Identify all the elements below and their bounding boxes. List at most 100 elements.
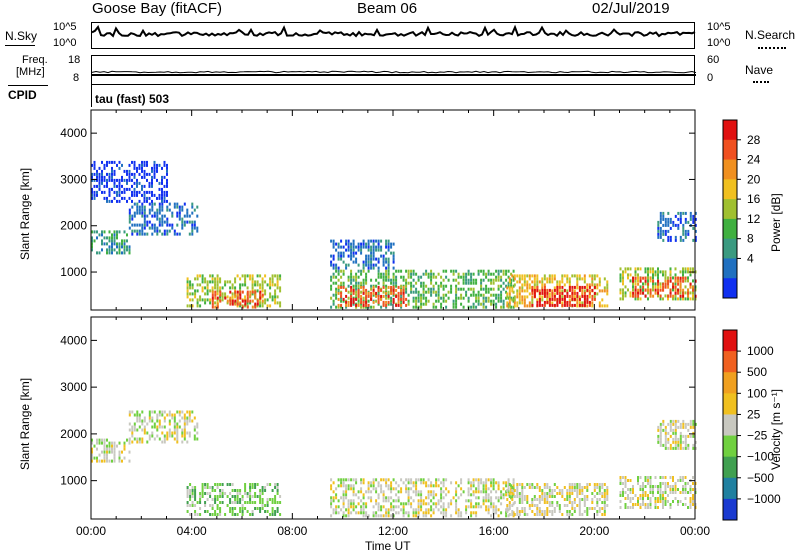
velocity-ytick-label: 2000 — [60, 427, 87, 441]
beam-title: Beam 06 — [357, 0, 418, 17]
nave-label: Nave — [745, 63, 774, 77]
cpid-label: CPID — [8, 88, 37, 102]
power-heatmap — [91, 160, 697, 309]
velocity-colorbar-tick: 1000 — [747, 344, 774, 358]
velocity-xtick-label: 08:00 — [277, 524, 307, 538]
velocity-region-0 — [91, 438, 131, 463]
power-region-5 — [330, 269, 515, 309]
velocity-xtick-label: 00:00 — [76, 524, 106, 538]
velocity-colorbar-swatch — [723, 498, 737, 521]
nsearch-tick-top: 10^5 — [707, 21, 731, 33]
velocity-xtick-label: 16:00 — [479, 524, 509, 538]
freq-tick-bottom: 8 — [73, 72, 80, 84]
freq-label-1: Freq. — [22, 54, 48, 66]
velocity-colorbar-tick: 500 — [747, 365, 767, 379]
freq-panel — [91, 55, 697, 85]
velocity-colorbar-tick: −500 — [747, 471, 774, 485]
freq-tick-top: 18 — [68, 54, 81, 66]
velocity-colorbar-swatch — [723, 456, 737, 479]
velocity-ytick-label: 1000 — [60, 474, 87, 488]
velocity-region-5 — [619, 476, 697, 509]
power-colorbar-swatch — [723, 258, 737, 279]
x-axis-label: Time UT — [365, 539, 411, 553]
velocity-colorbar-tick: −25 — [747, 429, 768, 443]
nsky-trace — [91, 24, 696, 38]
power-ytick-label: 2000 — [60, 219, 87, 233]
power-region-12 — [657, 211, 697, 242]
velocity-heatmap — [91, 410, 697, 518]
velocity-colorbar-tick: −100 — [747, 450, 774, 464]
nsky-underline — [5, 45, 35, 46]
power-region-1 — [128, 202, 199, 236]
velocity-xtick-label: 12:00 — [378, 524, 408, 538]
nsky-panel — [91, 22, 696, 49]
power-colorbar: 28 24 20 16 12 8 4 — [722, 119, 761, 299]
power-colorbar-swatch — [723, 159, 737, 180]
velocity-ylabel: Slant Range [km] — [18, 377, 32, 470]
power-axes: 1000 2000 3000 4000 — [60, 110, 696, 310]
power-colorbar-tick: 16 — [747, 192, 761, 206]
velocity-xtick-label: 00:00 — [680, 524, 710, 538]
velocity-xtick-label: 04:00 — [177, 524, 207, 538]
velocity-colorbar-tick: 25 — [747, 407, 761, 421]
cpid-divider — [91, 85, 92, 107]
nsky-label: N.Sky — [5, 29, 38, 43]
velocity-colorbar-swatch — [723, 414, 737, 437]
power-region-4 — [211, 290, 264, 309]
power-region-9 — [531, 285, 596, 307]
nsky-tick-bottom: 10^0 — [53, 37, 77, 49]
nave-tick-top: 60 — [707, 54, 720, 66]
velocity-colorbar-label: Velocity [m s⁻¹] — [769, 388, 783, 470]
power-colorbar-swatch — [723, 139, 737, 161]
velocity-colorbar-tick: 100 — [747, 386, 767, 400]
velocity-colorbar-swatch — [723, 330, 737, 352]
velocity-region-2 — [186, 483, 282, 516]
power-ytick-label: 3000 — [60, 172, 87, 186]
nave-tick-bottom: 0 — [707, 72, 714, 84]
power-colorbar-tick: 28 — [747, 133, 761, 147]
velocity-region-1 — [128, 410, 199, 444]
velocity-colorbar-swatch — [723, 351, 737, 373]
power-ytick-label: 1000 — [60, 265, 87, 279]
power-region-2 — [91, 160, 168, 203]
nsearch-legend-dots — [758, 47, 786, 49]
power-colorbar-swatch — [723, 120, 737, 141]
power-colorbar-swatch — [723, 179, 737, 200]
power-region-0 — [91, 230, 131, 255]
velocity-axes: 1000 2000 3000 4000 00:00 04:00 08:00 12:00 16:0… — [60, 317, 710, 538]
power-region-6 — [337, 285, 408, 307]
nsky-tick-top: 10^5 — [53, 21, 77, 33]
velocity-colorbar-swatch — [723, 477, 737, 500]
power-colorbar-tick: 12 — [747, 212, 761, 226]
velocity-colorbar: 1000 500 100 25 −25 −100 −500 −1000 — [722, 329, 781, 521]
velocity-xtick-label: 20:00 — [579, 524, 609, 538]
nave-legend-dots — [753, 81, 769, 83]
velocity-colorbar-swatch — [723, 372, 737, 394]
velocity-colorbar-tick: −1000 — [747, 492, 781, 506]
freq-label-2: [MHz] — [16, 66, 45, 78]
power-colorbar-tick: 8 — [747, 232, 754, 246]
power-ytick-label: 4000 — [60, 126, 87, 140]
power-colorbar-swatch — [723, 238, 737, 259]
nsearch-tick-bottom: 10^0 — [707, 37, 731, 49]
velocity-ytick-label: 3000 — [60, 380, 87, 394]
power-region-11 — [632, 276, 697, 298]
power-colorbar-tick: 4 — [747, 251, 754, 265]
power-region-7 — [330, 239, 395, 270]
nsearch-label: N.Search — [745, 28, 796, 42]
power-colorbar-swatch — [723, 218, 737, 240]
station-title: Goose Bay (fitACF) — [92, 0, 223, 17]
date-title: 02/Jul/2019 — [592, 0, 670, 17]
power-colorbar-tick: 24 — [747, 153, 761, 167]
velocity-colorbar-swatch — [723, 393, 737, 415]
velocity-region-4 — [506, 483, 609, 516]
velocity-region-3 — [330, 478, 515, 518]
velocity-region-6 — [657, 419, 697, 450]
power-colorbar-tick: 20 — [747, 172, 761, 186]
cpid-value: tau (fast) 503 — [95, 92, 170, 106]
cpid-overline — [8, 85, 48, 86]
power-colorbar-swatch — [723, 199, 737, 220]
velocity-colorbar-swatch — [723, 435, 737, 458]
